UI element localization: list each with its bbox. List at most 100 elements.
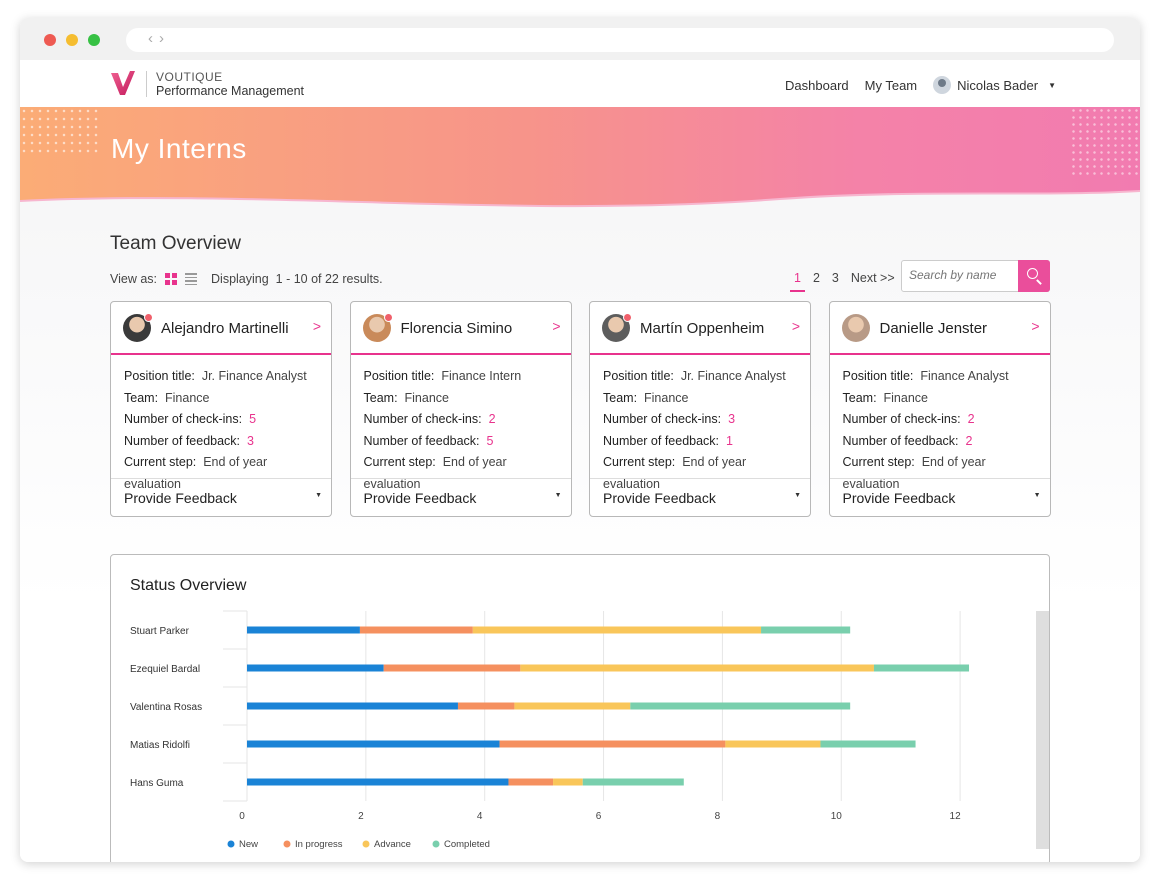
provide-feedback-label: Provide Feedback [842, 490, 956, 506]
card-header[interactable]: Martín Oppenheim > [590, 302, 810, 355]
x-tick-label: 12 [950, 811, 962, 822]
list-view-icon[interactable] [185, 271, 198, 287]
notification-badge [144, 313, 153, 322]
card-details: Position title: Jr. Finance Analyst Team:… [590, 355, 810, 496]
provide-feedback-dropdown[interactable]: Provide Feedback ▼ [829, 478, 1050, 516]
x-tick-label: 8 [715, 811, 721, 822]
team-label: Team: [124, 390, 159, 405]
chevron-right-icon[interactable]: > [791, 318, 800, 334]
feedback-value: 2 [965, 433, 973, 448]
x-tick-label: 6 [596, 811, 602, 822]
card-header[interactable]: Danielle Jenster > [829, 302, 1050, 355]
chevron-right-icon[interactable]: > [312, 318, 321, 334]
legend-label: Advance [374, 839, 411, 850]
intern-name[interactable]: Danielle Jenster [879, 320, 988, 337]
bar-segment [520, 664, 874, 672]
chevron-right-icon[interactable]: > [552, 318, 561, 334]
brand-name: VOUTIQUE Performance Management [156, 70, 304, 98]
bar-segment [820, 740, 916, 748]
legend-marker [227, 840, 235, 848]
nav-my-team-link[interactable]: My Team [864, 77, 918, 93]
address-bar[interactable]: ‹› [126, 28, 1114, 52]
intern-avatar [362, 313, 393, 342]
nav-dashboard-link[interactable]: Dashboard [785, 77, 849, 93]
bar-segment [630, 702, 851, 710]
view-as-label: View as: [110, 272, 158, 286]
category-label: Ezequiel Bardal [130, 664, 200, 675]
team-value: Finance [404, 390, 449, 405]
main-content: Team Overview View as: Displaying 1 - 10… [20, 217, 1140, 862]
checkins-label: Number of check-ins: [124, 412, 243, 427]
browser-window: ‹› VOUTIQUE Performance Management Dashb… [20, 18, 1140, 862]
bar-segment [472, 626, 762, 634]
results-range: 1 - 10 of 22 results. [275, 272, 383, 286]
intern-card: Martín Oppenheim > Position title: Jr. Fin… [589, 301, 811, 517]
notification-badge [383, 313, 393, 322]
provide-feedback-label: Provide Feedback [603, 490, 716, 506]
intern-avatar [123, 313, 153, 342]
search-box [901, 260, 1050, 292]
legend-label: In progress [295, 839, 343, 850]
intern-name[interactable]: Martín Oppenheim [640, 320, 765, 337]
checkins-value: 2 [488, 412, 496, 427]
checkins-value: 3 [728, 412, 736, 427]
minimize-window-dot[interactable] [66, 34, 78, 46]
current-step-value: End of year evaluation [124, 455, 268, 491]
dropdown-arrow-icon: ▼ [315, 492, 322, 499]
feedback-label: Number of feedback: [124, 433, 241, 448]
bar-segment [761, 626, 851, 634]
team-label: Team: [842, 390, 877, 405]
intern-name[interactable]: Alejandro Martinelli [161, 320, 289, 337]
chart-scrollbar[interactable] [1036, 611, 1049, 849]
chevron-right-icon[interactable]: > [1031, 318, 1040, 334]
team-value: Finance [644, 390, 689, 405]
intern-name[interactable]: Florencia Simino [400, 320, 513, 337]
page-3-link[interactable]: 3 [831, 271, 839, 285]
position-value: Jr. Finance Analyst [680, 369, 786, 383]
bar-segment [247, 626, 360, 634]
bar-segment [553, 778, 583, 786]
bar-segment [499, 740, 726, 748]
brand-subtitle: Performance Management [156, 84, 304, 98]
provide-feedback-dropdown[interactable]: Provide Feedback ▼ [111, 478, 331, 516]
back-forward-icon[interactable]: ‹› [148, 30, 170, 47]
position-label: Position title: [124, 369, 195, 383]
current-step-value: End of year evaluation [842, 455, 986, 491]
current-step-label: Current step: [124, 455, 197, 470]
position-label: Position title: [603, 369, 674, 383]
feedback-label: Number of feedback: [363, 433, 480, 448]
browser-chrome: ‹› [20, 18, 1140, 60]
grid-view-icon[interactable] [165, 273, 178, 285]
feedback-value: 1 [726, 433, 733, 448]
search-input[interactable] [909, 261, 1019, 289]
next-page-link[interactable]: Next >> [850, 271, 895, 285]
current-step-label: Current step: [603, 455, 676, 470]
card-header[interactable]: Alejandro Martinelli > [111, 302, 331, 355]
category-label: Valentina Rosas [130, 702, 202, 713]
team-label: Team: [603, 390, 638, 405]
feedback-label: Number of feedback: [842, 433, 959, 448]
page-2-link[interactable]: 2 [812, 271, 820, 285]
legend-label: New [239, 839, 258, 850]
provide-feedback-dropdown[interactable]: Provide Feedback ▼ [590, 478, 810, 516]
maximize-window-dot[interactable] [88, 34, 100, 46]
position-value: Jr. Finance Analyst [201, 369, 307, 383]
checkins-label: Number of check-ins: [603, 412, 722, 427]
provide-feedback-dropdown[interactable]: Provide Feedback ▼ [350, 478, 571, 516]
bar-segment [247, 740, 500, 748]
dropdown-arrow-icon: ▼ [1033, 492, 1041, 499]
user-avatar-icon[interactable] [933, 76, 952, 94]
position-label: Position title: [842, 369, 914, 383]
category-label: Stuart Parker [130, 626, 190, 637]
feedback-value: 5 [486, 433, 494, 448]
user-menu-caret-icon[interactable]: ▼ [1048, 80, 1056, 90]
voutique-logo-icon[interactable] [110, 70, 138, 96]
intern-avatar [602, 313, 632, 342]
bar-segment [359, 626, 473, 634]
page-1-link[interactable]: 1 [790, 271, 805, 292]
search-button[interactable] [1018, 260, 1050, 292]
user-name[interactable]: Nicolas Bader [957, 77, 1039, 93]
close-window-dot[interactable] [44, 34, 56, 46]
bar-segment [383, 664, 521, 672]
card-header[interactable]: Florencia Simino > [350, 302, 571, 355]
